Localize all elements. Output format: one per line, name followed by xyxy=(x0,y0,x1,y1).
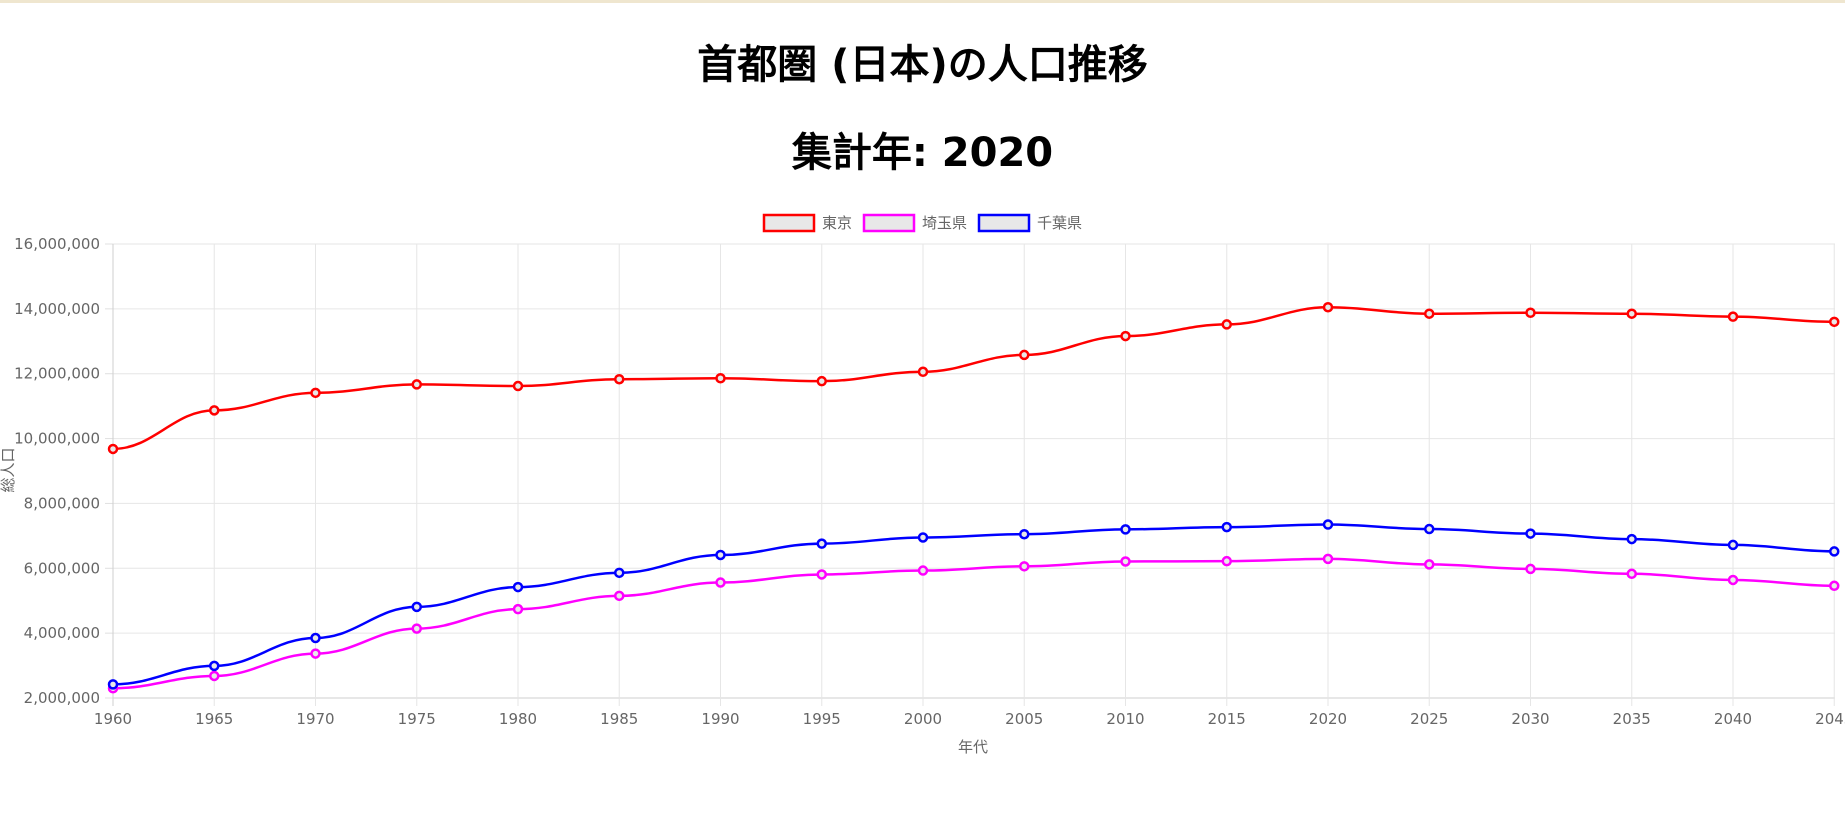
data-point[interactable] xyxy=(919,533,927,541)
x-tick-label: 1980 xyxy=(499,710,537,728)
data-point[interactable] xyxy=(514,605,522,613)
legend-swatch[interactable] xyxy=(979,215,1029,231)
data-point[interactable] xyxy=(818,540,826,548)
data-point[interactable] xyxy=(1527,530,1535,538)
data-point[interactable] xyxy=(1830,582,1838,590)
x-tick-label: 2005 xyxy=(1005,710,1043,728)
data-point[interactable] xyxy=(1020,562,1028,570)
series-line-1 xyxy=(113,559,1834,688)
data-point[interactable] xyxy=(1020,530,1028,538)
data-point[interactable] xyxy=(109,680,117,688)
data-point[interactable] xyxy=(1425,525,1433,533)
y-tick-label: 16,000,000 xyxy=(14,235,100,253)
data-point[interactable] xyxy=(919,567,927,575)
x-tick-label: 1960 xyxy=(94,710,132,728)
data-point[interactable] xyxy=(1223,320,1231,328)
x-tick-label: 2010 xyxy=(1106,710,1144,728)
x-tick-label: 1965 xyxy=(195,710,233,728)
data-point[interactable] xyxy=(1324,555,1332,563)
legend-swatch[interactable] xyxy=(864,215,914,231)
y-tick-label: 6,000,000 xyxy=(24,559,100,577)
series-line-0 xyxy=(113,307,1834,449)
x-tick-label: 1975 xyxy=(398,710,436,728)
x-axis-title: 年代 xyxy=(958,738,988,756)
data-point[interactable] xyxy=(1122,525,1130,533)
data-point[interactable] xyxy=(413,625,421,633)
legend-label[interactable]: 東京 xyxy=(822,214,852,232)
y-tick-label: 8,000,000 xyxy=(24,494,100,512)
x-tick-label: 1970 xyxy=(296,710,334,728)
data-point[interactable] xyxy=(717,374,725,382)
y-tick-label: 12,000,000 xyxy=(14,365,100,383)
data-point[interactable] xyxy=(919,368,927,376)
data-point[interactable] xyxy=(210,406,218,414)
x-tick-label: 1995 xyxy=(803,710,841,728)
data-point[interactable] xyxy=(615,375,623,383)
data-point[interactable] xyxy=(413,603,421,611)
data-point[interactable] xyxy=(1324,303,1332,311)
legend-label[interactable]: 埼玉県 xyxy=(922,214,967,232)
legend: 東京 埼玉県 千葉県 xyxy=(764,214,1082,232)
data-point[interactable] xyxy=(818,377,826,385)
data-point[interactable] xyxy=(514,583,522,591)
data-point[interactable] xyxy=(514,382,522,390)
x-tick-label: 2030 xyxy=(1511,710,1549,728)
data-point[interactable] xyxy=(1527,565,1535,573)
data-point[interactable] xyxy=(312,650,320,658)
data-point[interactable] xyxy=(1729,576,1737,584)
data-point[interactable] xyxy=(1425,560,1433,568)
data-point[interactable] xyxy=(818,570,826,578)
x-tick-label: 2015 xyxy=(1208,710,1246,728)
x-tick-label: 2040 xyxy=(1714,710,1752,728)
data-point[interactable] xyxy=(1830,547,1838,555)
data-point[interactable] xyxy=(1628,535,1636,543)
data-point[interactable] xyxy=(1628,570,1636,578)
data-point[interactable] xyxy=(1122,332,1130,340)
series-points xyxy=(109,303,1838,692)
data-point[interactable] xyxy=(1729,313,1737,321)
data-point[interactable] xyxy=(1729,541,1737,549)
data-point[interactable] xyxy=(1425,310,1433,318)
data-point[interactable] xyxy=(1020,351,1028,359)
y-tick-label: 2,000,000 xyxy=(24,689,100,707)
data-point[interactable] xyxy=(1324,521,1332,529)
y-tick-label: 10,000,000 xyxy=(14,430,100,448)
x-tick-label: 1990 xyxy=(701,710,739,728)
series-lines xyxy=(113,307,1834,688)
data-point[interactable] xyxy=(717,579,725,587)
y-tick-label: 14,000,000 xyxy=(14,300,100,318)
x-tick-label: 2045 xyxy=(1815,710,1845,728)
data-point[interactable] xyxy=(717,551,725,559)
x-tick-label: 2020 xyxy=(1309,710,1347,728)
y-axis-title: 総人口 xyxy=(0,447,17,492)
x-tick-label: 2000 xyxy=(904,710,942,728)
x-tick-label: 2025 xyxy=(1410,710,1448,728)
data-point[interactable] xyxy=(1223,557,1231,565)
y-tick-label: 4,000,000 xyxy=(24,624,100,642)
legend-label[interactable]: 千葉県 xyxy=(1037,214,1082,232)
data-point[interactable] xyxy=(615,569,623,577)
data-point[interactable] xyxy=(312,634,320,642)
data-point[interactable] xyxy=(1527,309,1535,317)
x-tick-label: 2035 xyxy=(1613,710,1651,728)
data-point[interactable] xyxy=(1830,318,1838,326)
data-point[interactable] xyxy=(1223,523,1231,531)
x-tick-label: 1985 xyxy=(600,710,638,728)
data-point[interactable] xyxy=(109,445,117,453)
data-point[interactable] xyxy=(615,592,623,600)
data-point[interactable] xyxy=(210,672,218,680)
data-point[interactable] xyxy=(312,389,320,397)
series-line-2 xyxy=(113,525,1834,685)
data-point[interactable] xyxy=(1122,557,1130,565)
data-point[interactable] xyxy=(210,662,218,670)
data-point[interactable] xyxy=(413,380,421,388)
data-point[interactable] xyxy=(1628,310,1636,318)
legend-swatch[interactable] xyxy=(764,215,814,231)
